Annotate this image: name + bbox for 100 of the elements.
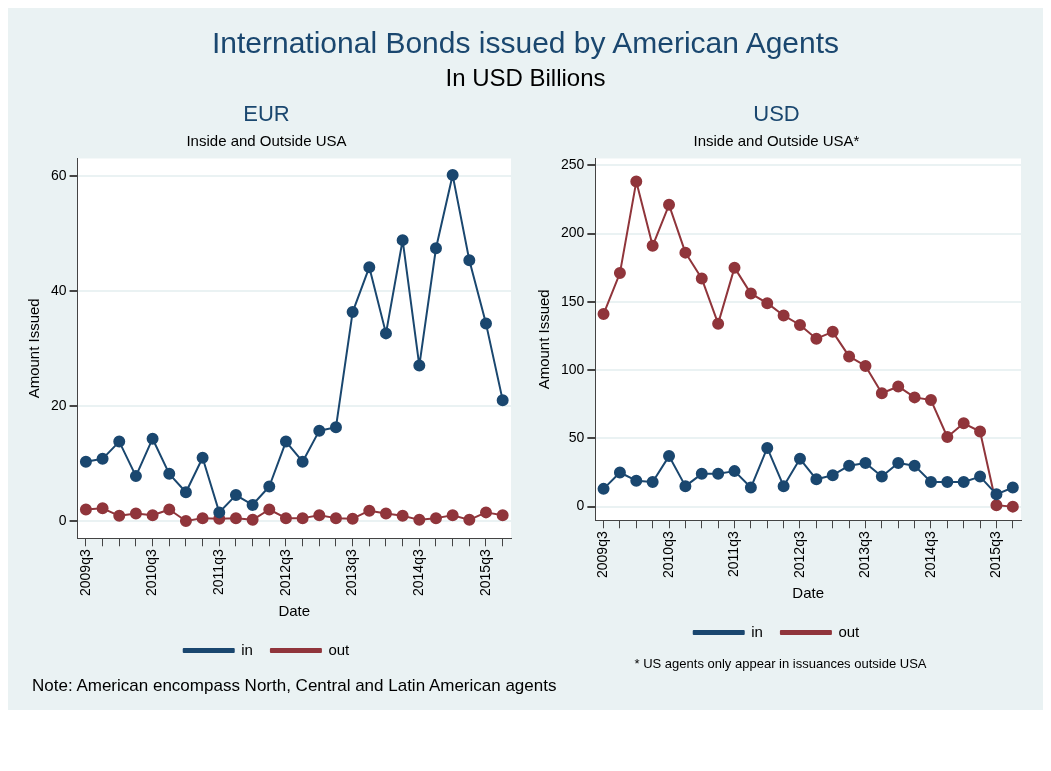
y-axis-title: Amount Issued bbox=[25, 298, 43, 399]
point bbox=[974, 470, 987, 483]
point bbox=[908, 391, 921, 404]
point bbox=[246, 498, 259, 511]
point bbox=[329, 421, 342, 434]
point bbox=[396, 234, 409, 247]
point bbox=[777, 480, 790, 493]
legend-label: in bbox=[241, 640, 253, 658]
point bbox=[646, 239, 659, 252]
x-tick-label: 2012q3 bbox=[790, 531, 807, 578]
chart-title: EUR bbox=[243, 101, 290, 127]
y-tick-label: 200 bbox=[561, 224, 585, 241]
point bbox=[663, 450, 676, 463]
point bbox=[229, 512, 242, 525]
point bbox=[613, 466, 626, 479]
x-tick-label: 2015q3 bbox=[987, 531, 1004, 578]
point bbox=[974, 425, 987, 438]
point bbox=[761, 441, 774, 454]
point bbox=[695, 272, 708, 285]
point bbox=[463, 254, 476, 267]
point bbox=[744, 287, 757, 300]
point bbox=[363, 261, 376, 274]
point bbox=[613, 267, 626, 280]
point bbox=[179, 486, 192, 499]
point bbox=[313, 509, 326, 522]
point bbox=[826, 325, 839, 338]
point bbox=[744, 481, 757, 494]
point bbox=[597, 308, 610, 321]
point bbox=[429, 242, 442, 255]
point bbox=[630, 175, 643, 188]
point bbox=[263, 503, 276, 516]
point bbox=[843, 350, 856, 363]
point bbox=[480, 317, 492, 330]
x-axis-title: Date bbox=[278, 602, 311, 620]
point bbox=[79, 503, 92, 516]
point bbox=[363, 504, 376, 517]
point bbox=[875, 387, 888, 400]
point bbox=[695, 467, 708, 480]
point bbox=[646, 476, 659, 489]
legend-label: out bbox=[838, 622, 861, 640]
x-tick-label: 2014q3 bbox=[410, 549, 427, 596]
point bbox=[843, 459, 856, 472]
point bbox=[163, 503, 176, 516]
point bbox=[279, 435, 292, 448]
point bbox=[793, 452, 806, 465]
point bbox=[379, 507, 392, 520]
point bbox=[793, 319, 806, 331]
point bbox=[379, 327, 392, 340]
point bbox=[1006, 500, 1019, 513]
point bbox=[79, 455, 92, 468]
point bbox=[229, 489, 242, 502]
point bbox=[296, 455, 309, 468]
point bbox=[129, 470, 142, 483]
y-tick-label: 150 bbox=[561, 292, 585, 309]
x-tick-label: 2013q3 bbox=[856, 531, 873, 578]
y-tick-label: 0 bbox=[58, 511, 67, 528]
point bbox=[163, 467, 176, 480]
text: International Bonds issued by American Agents bbox=[210, 26, 841, 60]
point bbox=[246, 513, 259, 526]
x-tick-label: 2010q3 bbox=[143, 549, 160, 596]
point bbox=[313, 424, 326, 437]
y-tick-label: 50 bbox=[568, 429, 585, 446]
point bbox=[329, 512, 342, 525]
point bbox=[196, 512, 209, 525]
point bbox=[446, 509, 459, 522]
point bbox=[496, 509, 509, 522]
point bbox=[859, 456, 872, 469]
point bbox=[446, 169, 459, 182]
point bbox=[263, 480, 276, 493]
point bbox=[810, 332, 823, 345]
x-tick-label: 2010q3 bbox=[659, 531, 676, 578]
x-tick-label: 2013q3 bbox=[343, 549, 360, 596]
point bbox=[1006, 481, 1019, 494]
legend-label: in bbox=[751, 622, 763, 640]
point bbox=[728, 465, 741, 478]
point bbox=[924, 476, 937, 489]
point bbox=[941, 476, 954, 489]
point bbox=[496, 394, 509, 407]
point bbox=[630, 474, 643, 487]
x-tick-label: 2009q3 bbox=[594, 531, 611, 578]
point bbox=[941, 430, 954, 443]
x-tick-label: 2012q3 bbox=[276, 549, 293, 596]
point bbox=[892, 456, 905, 469]
point bbox=[761, 297, 774, 310]
chart-subtitle: Inside and Outside USA* bbox=[693, 131, 860, 149]
point bbox=[777, 309, 790, 322]
point bbox=[213, 506, 226, 519]
point bbox=[990, 488, 1003, 501]
point bbox=[826, 469, 839, 482]
x-tick-label: 2014q3 bbox=[921, 531, 938, 578]
point bbox=[712, 317, 725, 330]
y-tick-label: 0 bbox=[576, 497, 585, 514]
point bbox=[296, 512, 309, 525]
point bbox=[96, 502, 109, 515]
point bbox=[413, 513, 426, 526]
point bbox=[892, 380, 905, 393]
point bbox=[712, 467, 725, 480]
legend-label: out bbox=[328, 640, 351, 658]
point bbox=[279, 512, 292, 525]
chart-subtitle: Inside and Outside USA bbox=[186, 131, 347, 149]
